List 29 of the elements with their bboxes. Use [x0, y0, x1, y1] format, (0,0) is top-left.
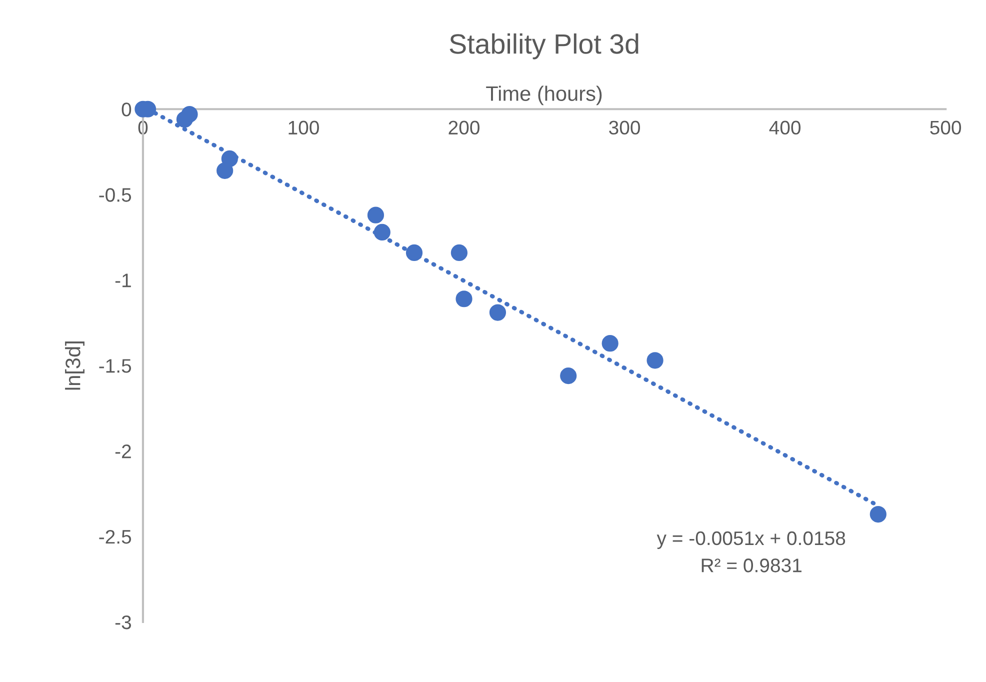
x-tick-label: 300: [609, 120, 640, 135]
point: [602, 335, 618, 352]
point: [374, 224, 390, 241]
point: [870, 506, 886, 523]
point: [560, 368, 577, 384]
x-tick-label: 500: [930, 120, 962, 135]
y-tick-label: -1: [115, 274, 131, 288]
y-tick-label: 0: [122, 102, 132, 116]
y-tick-label: -1.5: [99, 359, 132, 373]
y-tick-label: -3: [115, 615, 132, 630]
annotation: y = -0.0051x + 0.0158: [656, 531, 846, 549]
x-tick-label: 200: [448, 120, 480, 135]
point: [489, 304, 506, 321]
point: [450, 244, 468, 262]
point: [646, 352, 664, 369]
point: [367, 206, 384, 224]
x-tick-label: 400: [769, 120, 801, 135]
point: [406, 244, 423, 262]
y-tick-label: -2.5: [99, 530, 132, 544]
x-axis-title: Time (hours): [486, 86, 602, 106]
y-axis-title: ln[3d]: [65, 342, 84, 390]
point: [456, 290, 472, 308]
point: [216, 162, 234, 179]
x-tick-label: 100: [288, 120, 319, 135]
chart-title: Stability Plot 3d: [450, 33, 638, 60]
point: [181, 106, 198, 123]
y-tick-label: -0.5: [99, 188, 132, 202]
y-tick-label: -2: [115, 444, 131, 458]
annotation: R² = 0.9831: [702, 558, 802, 572]
